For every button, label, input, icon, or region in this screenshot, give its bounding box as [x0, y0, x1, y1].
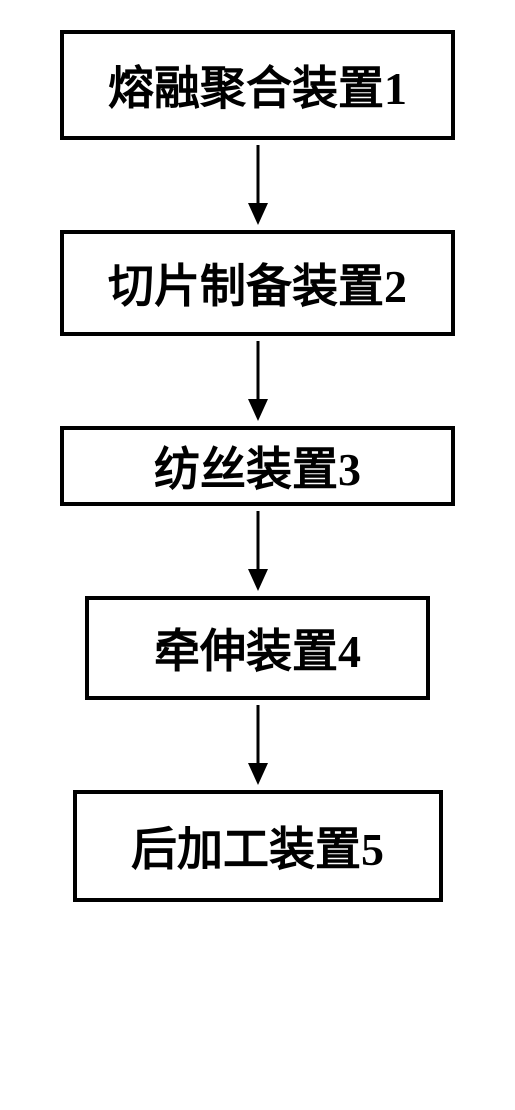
node-1: 熔融聚合装置1 — [60, 30, 455, 140]
arrow-down-icon — [243, 140, 273, 230]
node-4: 牵伸装置4 — [85, 596, 430, 700]
node-1-label: 熔融聚合装置1 — [108, 52, 407, 118]
arrow-down-icon — [243, 336, 273, 426]
arrow-down-icon — [243, 700, 273, 790]
node-5-label: 后加工装置5 — [131, 813, 384, 879]
arrow-3 — [243, 506, 273, 596]
node-2: 切片制备装置2 — [60, 230, 455, 336]
arrow-down-icon — [243, 506, 273, 596]
flowchart: 熔融聚合装置1 切片制备装置2 纺丝装置3 牵伸装置4 后加工装 — [0, 0, 515, 1110]
node-3: 纺丝装置3 — [60, 426, 455, 506]
arrow-1 — [243, 140, 273, 230]
node-2-label: 切片制备装置2 — [108, 250, 407, 316]
arrow-4 — [243, 700, 273, 790]
node-3-label: 纺丝装置3 — [154, 433, 361, 499]
node-4-label: 牵伸装置4 — [154, 615, 361, 681]
node-5: 后加工装置5 — [73, 790, 443, 902]
arrow-2 — [243, 336, 273, 426]
